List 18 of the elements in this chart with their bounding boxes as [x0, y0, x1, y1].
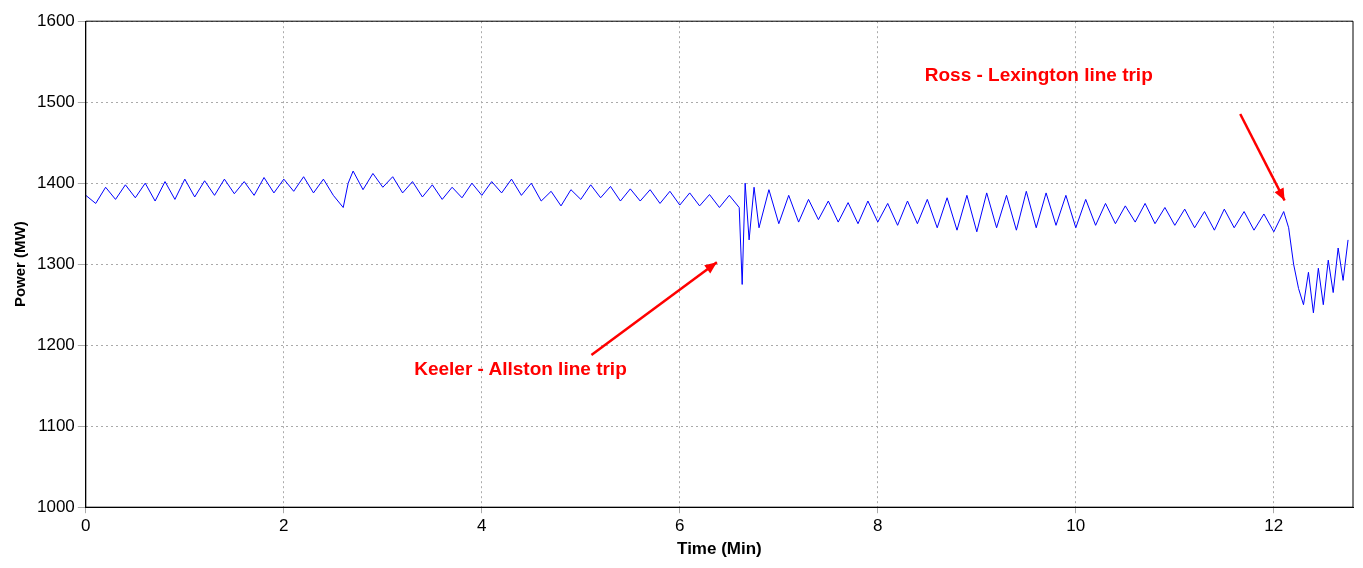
annotation: Ross - Lexington line trip [924, 63, 1153, 85]
y-tick-label: 1100 [38, 415, 75, 435]
x-axis-title: Time (Min) [677, 539, 762, 559]
y-axis-title: Power (MW) [11, 221, 29, 308]
y-tick-label: 1500 [36, 91, 75, 111]
annotation: Keeler - Allston line trip [414, 357, 627, 379]
y-tick-label: 1000 [36, 496, 75, 516]
y-tick-label: 1400 [36, 172, 75, 192]
x-tick-label: 2 [279, 516, 289, 536]
x-tick-label: 4 [477, 516, 487, 536]
x-tick-label: 8 [873, 516, 883, 536]
x-tick-label: 12 [1264, 516, 1284, 536]
y-tick-label: 1200 [36, 334, 75, 354]
x-tick-label: 10 [1066, 516, 1086, 536]
x-tick-label: 0 [81, 516, 91, 536]
y-tick-label: 1300 [36, 253, 75, 273]
x-tick-label: 6 [675, 516, 685, 536]
y-tick-label: 1600 [36, 10, 75, 30]
